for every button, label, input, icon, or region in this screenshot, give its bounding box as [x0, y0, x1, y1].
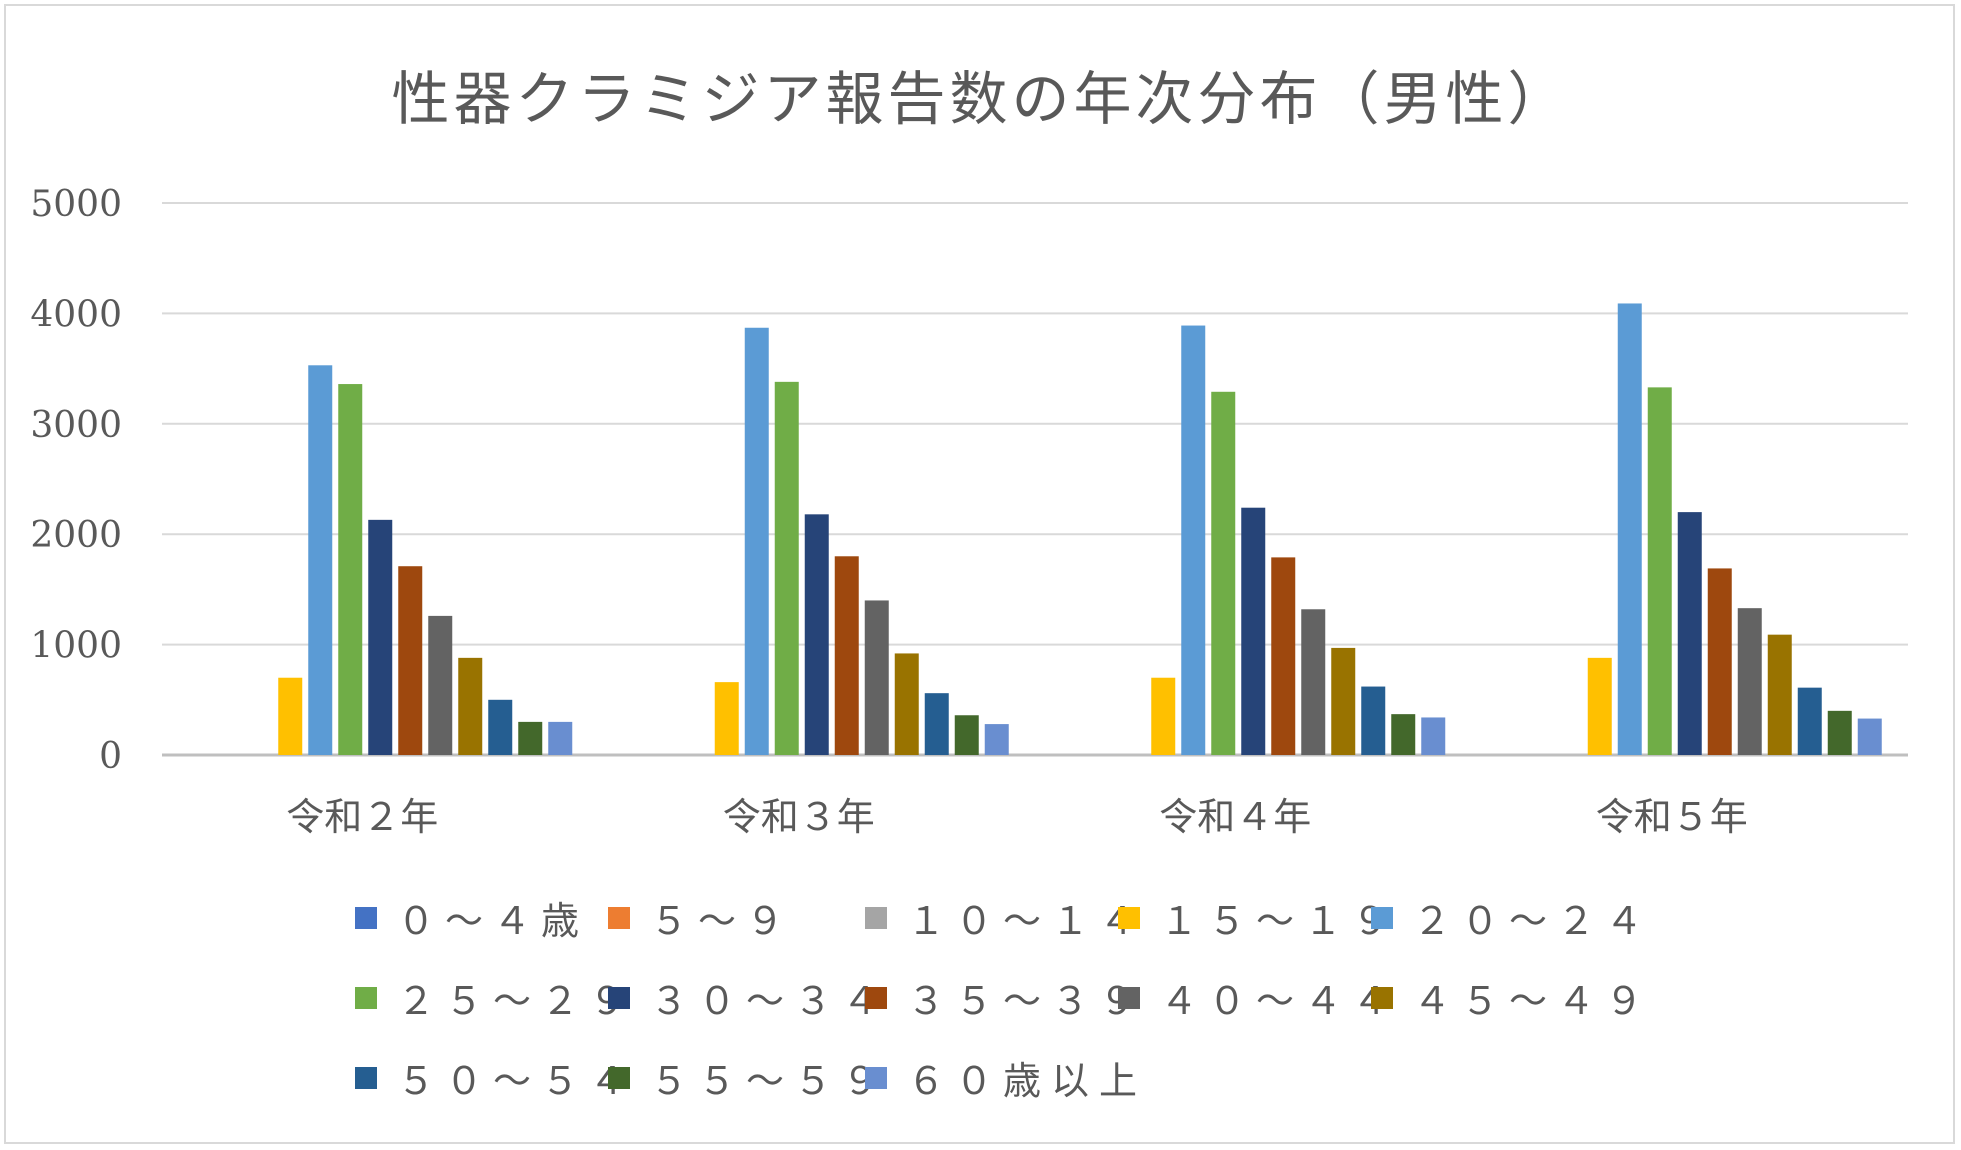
legend-swatch: [865, 986, 887, 1009]
legend-label: ６０歳以上: [907, 1059, 1148, 1103]
bar: [1767, 634, 1792, 755]
legend-label: ０～４歳: [397, 899, 590, 943]
legend-item: ５０～５４: [355, 1050, 637, 1105]
bar: [1677, 512, 1702, 755]
legend-swatch: [608, 1066, 630, 1089]
legend-item: １０～１４: [865, 890, 1147, 945]
bar: [894, 653, 919, 755]
y-tick-label: 2000: [30, 515, 122, 556]
bar: [428, 615, 453, 755]
legend-item: ２０～２４: [1371, 890, 1653, 945]
y-tick-label: 5000: [30, 184, 122, 225]
bar: [1587, 657, 1612, 755]
bar: [308, 365, 333, 755]
legend-swatch: [355, 986, 377, 1009]
legend-item: ２５～２９: [355, 970, 637, 1025]
legend-label: ４５～４９: [1413, 979, 1654, 1023]
legend-label: ３０～３４: [650, 979, 891, 1023]
x-tick-label: 令和４年: [1159, 795, 1311, 839]
bar: [278, 677, 303, 755]
bar: [518, 721, 543, 755]
bar: [458, 657, 483, 755]
legend-label: ５～９: [650, 899, 795, 943]
bar: [338, 384, 363, 755]
legend-label: １０～１４: [907, 899, 1148, 943]
legend-swatch: [608, 906, 630, 929]
legend-label: ４０～４４: [1160, 979, 1401, 1023]
legend-swatch: [865, 1066, 887, 1089]
chart-title: 性器クラミジア報告数の年次分布（男性）: [391, 65, 1570, 133]
legend-item: ５５～５９: [608, 1050, 890, 1105]
y-tick-label: 1000: [30, 626, 122, 667]
bar: [1361, 686, 1386, 755]
legend-item: １５～１９: [1118, 890, 1400, 945]
bar: [1331, 647, 1356, 755]
legend-item: ３０～３４: [608, 970, 890, 1025]
bar: [548, 721, 573, 755]
legend-label: ２５～２９: [397, 979, 638, 1023]
bar: [1391, 714, 1416, 755]
bar: [1827, 710, 1852, 755]
bar: [744, 327, 769, 755]
legend-item: ５～９: [608, 890, 794, 945]
legend-swatch: [865, 906, 887, 929]
legend-label: ５５～５９: [650, 1059, 891, 1103]
legend-label: ３５～３９: [907, 979, 1148, 1023]
bar: [954, 715, 979, 755]
bar: [1271, 557, 1296, 755]
bar: [1647, 387, 1672, 755]
x-tick-label: 令和５年: [1596, 795, 1748, 839]
legend-item: ６０歳以上: [865, 1050, 1147, 1105]
legend-swatch: [1371, 906, 1393, 929]
y-tick-label: 4000: [30, 294, 122, 335]
bar: [368, 519, 393, 755]
y-tick-label: 3000: [30, 405, 122, 446]
legend-swatch: [1118, 986, 1140, 1009]
bar: [1707, 568, 1732, 755]
bar: [1797, 687, 1822, 755]
bar: [1181, 325, 1206, 755]
legend-swatch: [355, 1066, 377, 1089]
y-tick-label: 0: [99, 736, 122, 777]
legend-swatch: [1371, 986, 1393, 1009]
bar-chart: 0 1000 2000 3000 4000 5000 令和２年 令和３年 令和４年 令和５年: [30, 184, 1908, 839]
x-tick-label: 令和３年: [723, 795, 875, 839]
legend-item: ４０～４４: [1118, 970, 1400, 1025]
bar: [1857, 718, 1882, 755]
legend-item: ０～４歳: [355, 890, 589, 945]
bar: [924, 693, 949, 755]
legend-item: ３５～３９: [865, 970, 1147, 1025]
bar: [1617, 303, 1642, 755]
bar: [864, 600, 889, 755]
bar: [834, 556, 859, 755]
legend-swatch: [355, 906, 377, 929]
bar: [398, 566, 423, 755]
x-tick-label: 令和２年: [286, 795, 438, 839]
legend-label: ５０～５４: [397, 1059, 638, 1103]
bar: [1241, 507, 1266, 755]
legend-swatch: [608, 986, 630, 1009]
legend-swatch: [1118, 906, 1140, 929]
bar: [804, 514, 829, 755]
bar: [1211, 391, 1236, 755]
bar: [1151, 677, 1176, 755]
bar: [984, 724, 1009, 755]
legend-label: １５～１９: [1160, 899, 1401, 943]
legend-label: ２０～２４: [1413, 899, 1654, 943]
legend-item: ４５～４９: [1371, 970, 1653, 1025]
bar: [774, 381, 799, 755]
bar: [488, 699, 513, 755]
bar: [1737, 608, 1762, 755]
bar: [714, 682, 739, 755]
bar: [1301, 609, 1326, 755]
bar: [1421, 717, 1446, 755]
